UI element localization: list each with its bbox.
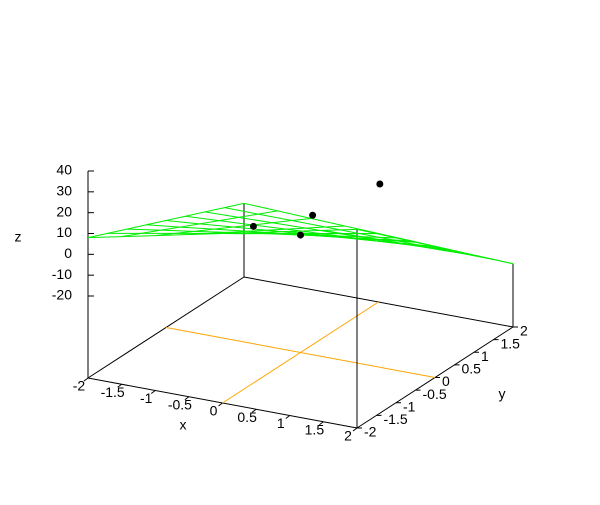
x-tick-label: 1	[277, 415, 285, 431]
zero-axis	[166, 328, 435, 378]
y-tick-label: -1	[403, 398, 416, 414]
y-tick-label: 1	[481, 348, 489, 364]
x-tick-label: -1.5	[101, 384, 125, 400]
data-point	[250, 223, 257, 230]
x-tick-label: 0	[210, 403, 218, 419]
x-tick-label: -2	[73, 378, 86, 394]
z-tick-label: -20	[52, 287, 72, 303]
x-tick-label: -1	[140, 390, 153, 406]
data-point	[376, 181, 383, 188]
z-tick-label: 20	[56, 203, 72, 219]
x-tick	[286, 416, 290, 419]
z-tick-label: 30	[56, 183, 72, 199]
z-tick-label: 0	[64, 245, 72, 261]
data-point	[309, 212, 316, 219]
z-tick-label: 10	[56, 224, 72, 240]
y-tick-label: 0.5	[462, 361, 482, 377]
surface-line	[357, 229, 513, 263]
data-point	[297, 232, 304, 239]
x-tick-label: -0.5	[168, 396, 192, 412]
y-tick-label: 2	[520, 323, 528, 339]
x-tick-label: 0.5	[237, 409, 257, 425]
x-tick-label: 2	[344, 428, 352, 444]
y-axis-label: y	[499, 386, 506, 402]
x-tick	[219, 403, 223, 406]
surface-line	[323, 230, 479, 256]
z-tick-label: 40	[56, 162, 72, 178]
y-tick-label: -2	[364, 424, 377, 440]
x-tick-label: 1.5	[305, 421, 325, 437]
x-tick	[353, 428, 357, 431]
y-tick-label: 1.5	[501, 335, 521, 351]
y-tick-label: 0	[442, 373, 450, 389]
z-axis-label: z	[15, 229, 22, 245]
x-axis-label: x	[180, 417, 187, 433]
z-tick-label: -10	[52, 266, 72, 282]
